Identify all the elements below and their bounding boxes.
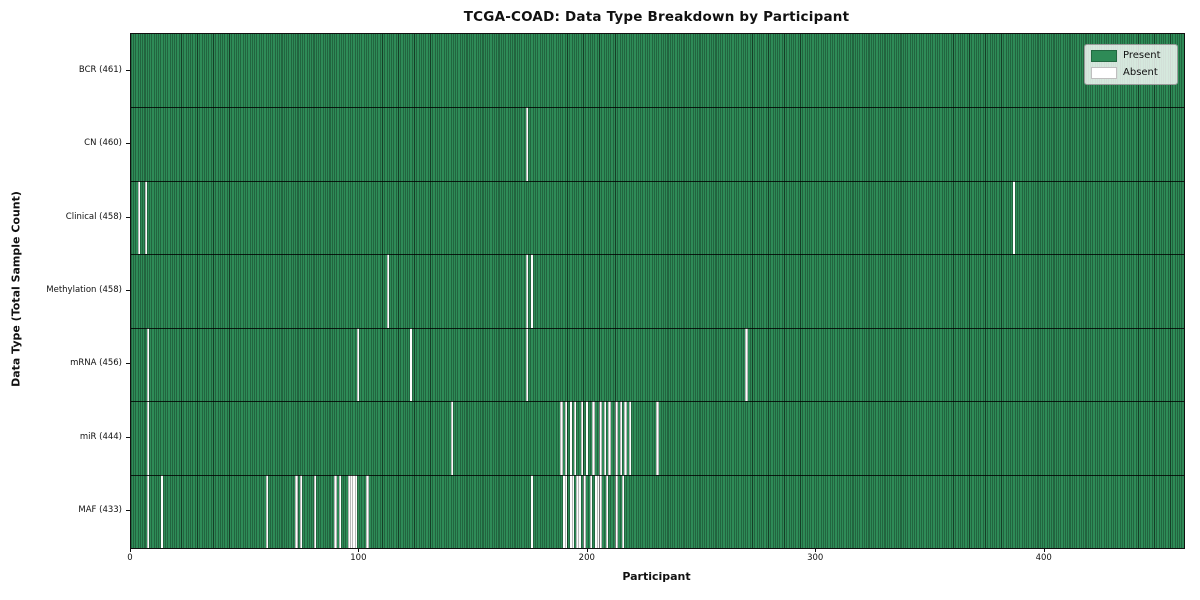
absent-bar-Clinical-386 <box>1012 180 1015 255</box>
absent-bar-Methylation-112 <box>386 254 390 328</box>
absent-bar-MAF-212 <box>615 474 618 548</box>
absent-bar-miR-230 <box>656 401 659 475</box>
absent-bar-MAF-89 <box>334 474 337 548</box>
absent-bar-miR-218 <box>628 401 632 475</box>
absent-bar-mRNA-122 <box>409 327 412 402</box>
absent-bar-MAF-190 <box>564 474 568 548</box>
absent-bar-MAF-193 <box>571 474 575 548</box>
plot-area: Present Absent <box>130 33 1185 549</box>
y-tick-mark <box>126 290 130 291</box>
absent-bar-miR-205 <box>599 401 602 475</box>
absent-bar-miR-190 <box>564 401 568 475</box>
absent-bar-MAF-80 <box>313 474 316 548</box>
row-separator <box>131 327 1184 329</box>
x-tick-label-400: 400 <box>1035 553 1052 563</box>
x-tick-label-0: 0 <box>127 553 133 563</box>
absent-bar-miR-7 <box>146 401 150 475</box>
absent-bar-MAF-13 <box>160 474 163 548</box>
absent-bar-miR-188 <box>560 401 563 475</box>
y-tick-label-CN: CN (460) <box>84 138 122 149</box>
x-tick-mark <box>1043 548 1045 552</box>
legend-swatch-absent <box>1091 67 1117 79</box>
absent-bar-MAF-175 <box>530 474 533 548</box>
row-separator <box>131 401 1184 403</box>
legend: Present Absent <box>1084 44 1178 85</box>
absent-bar-Methylation-173 <box>526 254 529 328</box>
y-tick-label-MAF: MAF (433) <box>78 505 122 516</box>
absent-bar-MAF-205 <box>599 474 602 548</box>
absent-bar-miR-140 <box>450 401 454 475</box>
x-tick-mark <box>130 548 131 552</box>
legend-label: Absent <box>1123 67 1158 78</box>
absent-bar-miR-194 <box>574 401 577 475</box>
absent-bar-MAF-103 <box>366 474 369 548</box>
x-tick-label-200: 200 <box>578 553 595 563</box>
y-tick-label-BCR: BCR (461) <box>78 64 122 75</box>
absent-bar-Clinical-6 <box>144 180 147 255</box>
absent-bar-Clinical-3 <box>137 180 141 255</box>
absent-bar-miR-212 <box>615 401 618 475</box>
absent-bar-miR-197 <box>580 401 584 475</box>
y-tick-label-Methylation: Methylation (458) <box>46 285 122 295</box>
absent-bar-mRNA-173 <box>526 327 529 402</box>
absent-bar-miR-207 <box>603 401 607 475</box>
row-separator <box>131 107 1184 109</box>
absent-bar-miR-214 <box>619 401 623 475</box>
x-tick-mark <box>586 548 588 552</box>
absent-bar-MAF-208 <box>606 474 609 548</box>
legend-entry-present: Present <box>1091 50 1171 62</box>
absent-bar-MAF-215 <box>622 474 625 548</box>
absent-bar-MAF-196 <box>578 474 581 548</box>
absent-bar-MAF-7 <box>146 474 150 548</box>
legend-swatch-present <box>1091 50 1117 62</box>
absent-bar-miR-202 <box>592 401 595 475</box>
absent-bar-miR-216 <box>624 401 627 475</box>
y-tick-mark <box>126 216 130 218</box>
y-tick-label-Clinical: Clinical (458) <box>65 211 122 222</box>
row-separator <box>131 180 1184 182</box>
absent-bar-mRNA-99 <box>357 327 360 402</box>
absent-bar-MAF-201 <box>590 474 593 548</box>
absent-bar-MAF-98 <box>354 474 358 548</box>
x-tick-label-100: 100 <box>350 553 367 563</box>
row-separator <box>131 474 1184 476</box>
y-tick-mark <box>126 69 130 71</box>
absent-bar-MAF-91 <box>338 474 342 548</box>
absent-bar-MAF-72 <box>295 474 298 548</box>
y-tick-mark <box>126 143 130 145</box>
absent-bar-MAF-59 <box>265 474 269 548</box>
absent-bar-Methylation-175 <box>530 254 533 328</box>
x-axis-label: Participant <box>622 570 691 583</box>
y-tick-mark <box>126 510 130 512</box>
x-tick-label-300: 300 <box>807 553 824 563</box>
chart-title: TCGA-COAD: Data Type Breakdown by Partic… <box>463 9 850 25</box>
absent-bar-mRNA-269 <box>745 327 748 402</box>
x-tick-mark <box>358 548 360 552</box>
legend-label: Present <box>1123 50 1161 61</box>
y-tick-mark <box>126 436 130 438</box>
row-separator <box>131 254 1184 256</box>
absent-bar-miR-192 <box>569 401 572 475</box>
absent-bar-MAF-198 <box>583 474 586 548</box>
y-tick-label-mRNA: mRNA (456) <box>70 358 122 369</box>
absent-bar-miR-209 <box>608 401 611 475</box>
x-tick-mark <box>815 548 817 552</box>
y-tick-label-miR: miR (444) <box>79 431 122 442</box>
absent-bar-mRNA-7 <box>146 327 150 402</box>
absent-bar-miR-199 <box>585 401 588 475</box>
absent-bar-MAF-74 <box>300 474 303 548</box>
absent-bar-CN-173 <box>526 107 529 181</box>
y-tick-mark <box>126 363 130 365</box>
legend-entry-absent: Absent <box>1091 67 1171 79</box>
